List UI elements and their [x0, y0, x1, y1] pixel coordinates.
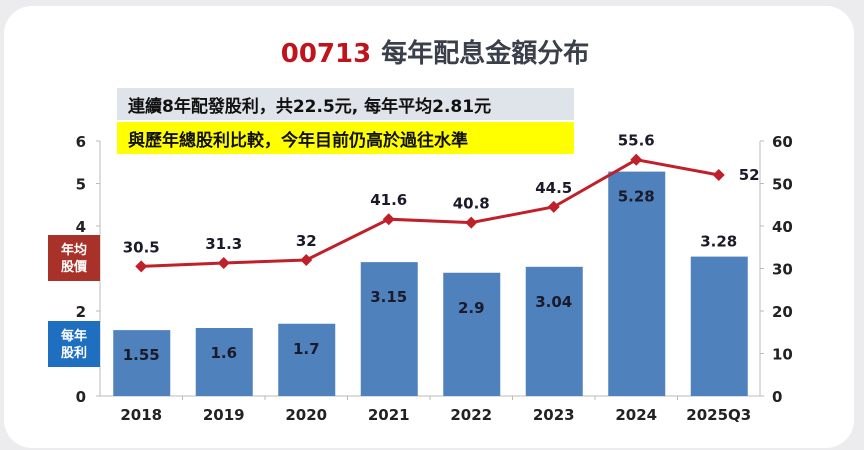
bar-2022: [443, 272, 501, 396]
left-tick-label: 5: [76, 176, 86, 194]
bar-2023: [525, 266, 583, 396]
right-tick-label: 30: [772, 261, 793, 279]
price-point: [465, 216, 478, 229]
price-label: 55.6: [618, 132, 655, 150]
price-point: [547, 200, 560, 213]
left-tick-label: 6: [76, 133, 86, 151]
x-tick-label: 2023: [533, 406, 575, 424]
note-box-2: [117, 122, 574, 154]
left-tick-label: 0: [76, 388, 86, 406]
bar-label: 5.28: [618, 188, 655, 206]
price-point: [712, 169, 725, 181]
price-point: [382, 213, 395, 226]
chart-title: 00713 每年配息金額分布: [281, 38, 589, 69]
right-tick-label: 0: [772, 388, 782, 406]
bar-2019: [195, 328, 253, 396]
price-point: [135, 260, 148, 273]
bar-2021: [360, 262, 418, 396]
price-label: 30.5: [123, 238, 160, 256]
x-tick-label: 2019: [203, 406, 245, 424]
right-tick-label: 40: [772, 218, 793, 236]
price-label: 44.5: [535, 179, 572, 197]
note-box-1: [117, 88, 574, 120]
price-label: 40.8: [453, 195, 490, 213]
note-1: 連續8年配發股利，共22.5元, 每年平均2.81元: [128, 96, 491, 117]
bar-label: 1.55: [123, 346, 160, 364]
right-tick-label: 20: [772, 303, 793, 321]
price-label: 41.6: [370, 191, 407, 209]
price-line: [141, 158, 720, 268]
bar-2020: [278, 323, 336, 396]
price-point: [630, 153, 643, 166]
bar-label: 1.6: [210, 344, 237, 362]
bar-2018: [113, 330, 171, 396]
right-tick-label: 50: [772, 176, 793, 194]
title-code: 00713: [281, 39, 371, 69]
dividend-series-label: 每年股利: [61, 328, 87, 361]
bar-label: 2.9: [458, 299, 485, 317]
price-point: [300, 254, 313, 266]
bar-label: 3.15: [370, 288, 407, 306]
price-series-label: 年均股價: [61, 242, 88, 275]
price-point: [217, 256, 230, 269]
price-label: 32: [296, 232, 317, 250]
x-tick-label: 2020: [285, 406, 327, 424]
note-2: 與歷年總股利比較，今年目前仍高於過往水準: [128, 130, 468, 151]
right-tick-label: 10: [772, 346, 793, 364]
x-tick-label: 2021: [368, 406, 410, 424]
price-series-label-box: [48, 235, 100, 281]
bar-2024: [608, 171, 666, 396]
title-main: 每年配息金額分布: [381, 38, 589, 69]
x-tick-label: 2022: [450, 406, 492, 424]
bar-label: 3.04: [535, 293, 572, 311]
bar-label: 3.28: [700, 233, 737, 251]
dividend-series-label-box: [48, 321, 100, 367]
x-tick-label: 2025Q3: [686, 406, 751, 424]
x-tick-label: 2018: [120, 406, 162, 424]
left-tick-label: 2: [76, 303, 86, 321]
bar-label: 1.7: [293, 340, 320, 358]
right-tick-label: 60: [772, 133, 793, 151]
price-label: 52: [739, 166, 760, 184]
left-tick-label: 4: [76, 218, 86, 236]
x-tick-label: 2024: [615, 406, 657, 424]
bar-2025Q3: [690, 256, 748, 396]
price-label: 31.3: [205, 235, 242, 253]
